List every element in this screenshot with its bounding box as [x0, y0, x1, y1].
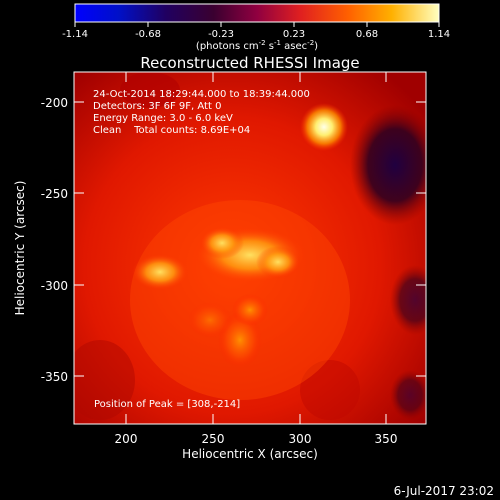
colorbar-tick-label: 1.14	[428, 29, 450, 40]
colorbar-tick-label: 0.68	[356, 29, 378, 40]
plot-title: Reconstructed RHESSI Image	[140, 54, 359, 72]
y-axis-ticks	[74, 101, 426, 377]
y-tick-label: -300	[41, 279, 68, 293]
info-energy-range: Energy Range: 3.0 - 6.0 keV	[93, 113, 233, 124]
x-tick-label: 200	[115, 432, 138, 446]
y-tick-label: -250	[41, 187, 68, 201]
x-axis-ticks	[125, 72, 387, 424]
x-axis-label: Heliocentric X (arcsec)	[182, 447, 318, 461]
x-tick-label: 350	[375, 432, 398, 446]
info-clean-counts: Clean Total counts: 8.69E+04	[93, 125, 250, 136]
x-tick-label: 250	[202, 432, 225, 446]
colorbar-units: (photons cm-2 s-1 asec-2)	[196, 39, 318, 52]
colorbar-tick-label: 0.23	[283, 29, 305, 40]
colorbar-tick-label: -0.23	[208, 29, 234, 40]
plot-frame	[73, 71, 427, 425]
info-time-range: 24-Oct-2014 18:29:44.000 to 18:39:44.000	[93, 89, 310, 100]
colorbar-tick-label: -0.68	[135, 29, 161, 40]
footer-date: 6-Jul-2017 23:02	[394, 484, 494, 498]
x-tick-label: 300	[289, 432, 312, 446]
y-tick-label: -350	[41, 370, 68, 384]
y-tick-label: -200	[41, 96, 68, 110]
colorbar-tick-label: -1.14	[62, 29, 88, 40]
rhessi-image	[74, 72, 426, 424]
y-axis-label: Heliocentric Y (arcsec)	[13, 181, 27, 316]
info-peak-position: Position of Peak = [308,-214]	[94, 399, 240, 410]
color-bar: -1.14 -0.68 -0.23 0.23 0.68 1.14 (photon…	[62, 3, 450, 52]
info-detectors: Detectors: 3F 6F 9F, Att 0	[93, 101, 221, 112]
